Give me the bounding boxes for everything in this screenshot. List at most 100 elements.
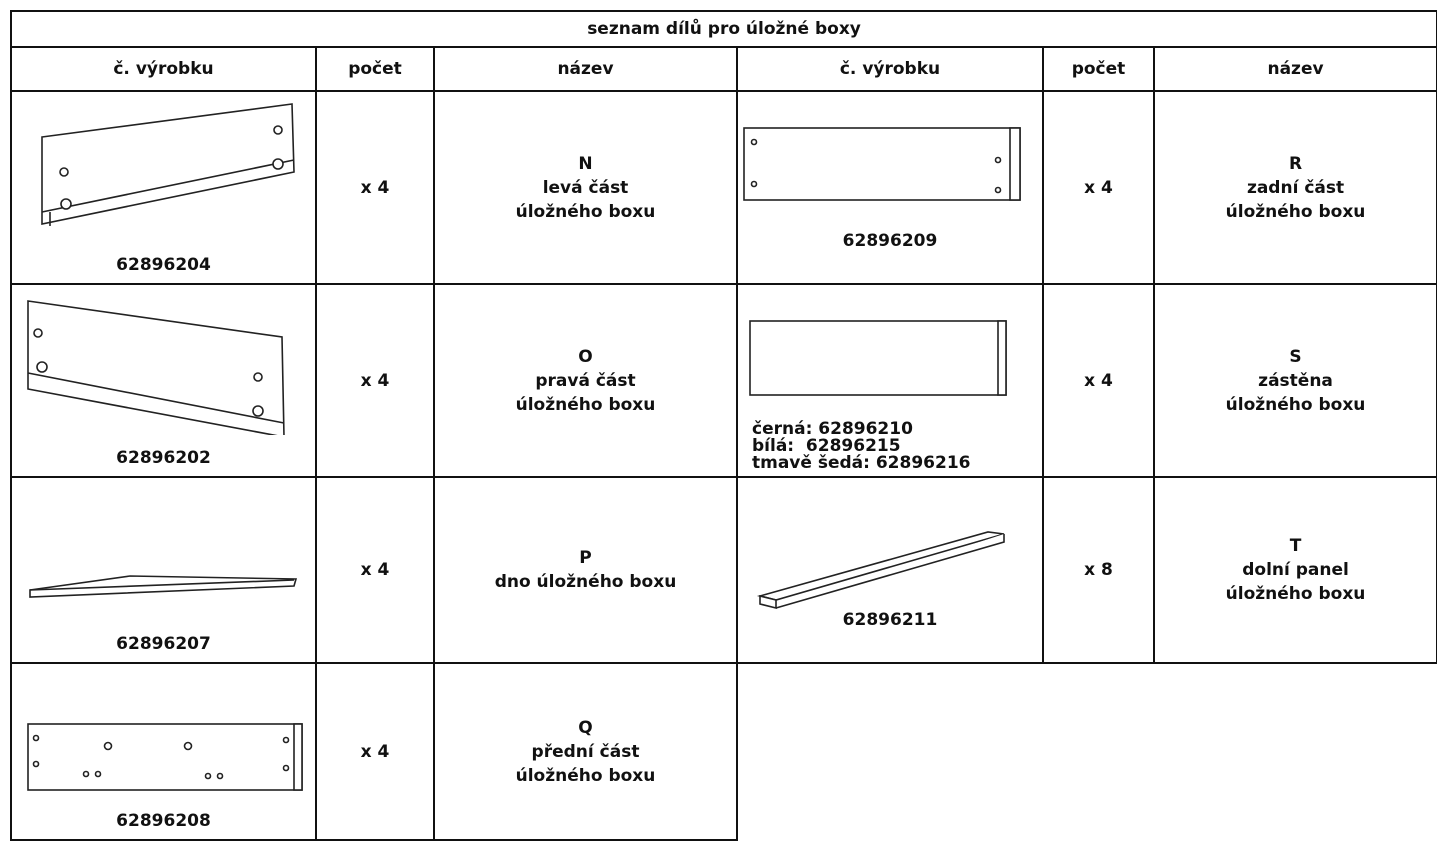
part-number: 62896202 xyxy=(116,448,211,468)
part-cell: černá: 62896210 bílá: 62896215 tmavě šedá:… xyxy=(736,283,1044,478)
header-cell: název xyxy=(1152,46,1437,92)
part-numbers: 62896204 xyxy=(12,255,315,275)
count: x 4 xyxy=(360,370,390,391)
part-number: 62896207 xyxy=(116,634,211,654)
header-cell: č. výrobku xyxy=(736,46,1044,92)
part-number: tmavě šedá: 62896216 xyxy=(752,453,971,473)
count: x 4 xyxy=(360,177,390,198)
name-line: úložného boxu xyxy=(1225,584,1366,604)
part-numbers: 62896211 xyxy=(738,610,1042,630)
part-number: 62896209 xyxy=(842,231,938,251)
part-cell: 62896204 xyxy=(10,90,317,285)
name-line: pravá část xyxy=(535,370,636,391)
count: x 4 xyxy=(1084,177,1113,198)
part-number: 62896211 xyxy=(842,610,938,630)
count: x 4 xyxy=(360,741,390,762)
part-cell: 62896209 xyxy=(736,90,1044,285)
part-drawing xyxy=(29,575,298,598)
part-cell: 62896202 xyxy=(10,283,317,478)
name-line: úložného boxu xyxy=(515,201,656,222)
name-line: R xyxy=(1288,153,1303,174)
part-number: 62896208 xyxy=(116,811,211,831)
column-header: č. výrobku xyxy=(113,59,214,79)
count-cell: x 4 xyxy=(1042,90,1155,285)
part-numbers: 62896208 xyxy=(12,811,315,831)
column-header: č. výrobku xyxy=(839,59,941,79)
part-numbers: černá: 62896210 bílá: 62896215 tmavě šedá:… xyxy=(752,421,1042,472)
name-line: T xyxy=(1289,536,1302,556)
name-line: zástěna xyxy=(1258,370,1333,391)
name-line: úložného boxu xyxy=(1225,201,1366,222)
part-drawing xyxy=(27,723,303,791)
count-cell: x 4 xyxy=(315,90,435,285)
header-cell: počet xyxy=(1042,46,1155,92)
count: x 8 xyxy=(1084,560,1113,580)
table-body: seznam dílů pro úložné boxy č. výrobku po… xyxy=(9,10,1437,841)
part-number: bílá: 62896215 xyxy=(752,436,901,456)
count-cell: x 4 xyxy=(1042,283,1155,478)
name-line: úložného boxu xyxy=(515,394,656,415)
part-drawing xyxy=(743,127,1021,201)
column-header: název xyxy=(557,59,614,79)
part-numbers: 62896202 xyxy=(12,448,315,468)
part-drawing xyxy=(749,320,1007,396)
name-line: dolní panel xyxy=(1242,560,1349,580)
empty-cell xyxy=(735,662,1437,840)
column-header: počet xyxy=(348,59,402,79)
name-line: N xyxy=(578,153,593,174)
count-cell: x 8 xyxy=(1042,476,1155,664)
title-cell: seznam dílů pro úložné boxy xyxy=(9,10,1437,48)
part-number: černá: 62896210 xyxy=(752,419,913,439)
part-cell: 62896211 xyxy=(736,476,1044,664)
name-line: levá část xyxy=(542,177,629,198)
name-line: zadní část xyxy=(1246,177,1345,198)
part-cell: 62896208 xyxy=(10,662,317,841)
part-numbers: 62896209 xyxy=(738,231,1042,251)
column-header: název xyxy=(1267,59,1324,79)
count-cell: x 4 xyxy=(315,476,435,664)
header-cell: název xyxy=(433,46,738,92)
part-numbers: 62896207 xyxy=(12,634,315,654)
table-title: seznam dílů pro úložné boxy xyxy=(587,19,861,39)
part-drawing xyxy=(41,103,295,226)
name-line: O xyxy=(578,346,593,367)
part-drawing xyxy=(756,531,1005,610)
column-header: počet xyxy=(1071,59,1126,79)
name-line: S xyxy=(1289,346,1302,367)
part-number: 62896204 xyxy=(116,255,211,275)
name-line: P xyxy=(579,548,592,568)
name-line: Q xyxy=(578,717,593,738)
part-cell: 62896207 xyxy=(10,476,317,664)
name-line: dno úložného boxu xyxy=(494,572,677,592)
name-line: úložného boxu xyxy=(515,765,656,786)
name-line: úložného boxu xyxy=(1225,394,1366,415)
count-cell: x 4 xyxy=(315,662,435,841)
header-cell: počet xyxy=(315,46,435,92)
parts-table: seznam dílů pro úložné boxy č. výrobku po… xyxy=(9,10,1437,841)
count: x 4 xyxy=(360,560,390,580)
header-cell: č. výrobku xyxy=(10,46,317,92)
part-drawing xyxy=(27,300,285,435)
count: x 4 xyxy=(1084,370,1113,391)
count-cell: x 4 xyxy=(315,283,435,478)
name-line: přední část xyxy=(531,741,640,762)
